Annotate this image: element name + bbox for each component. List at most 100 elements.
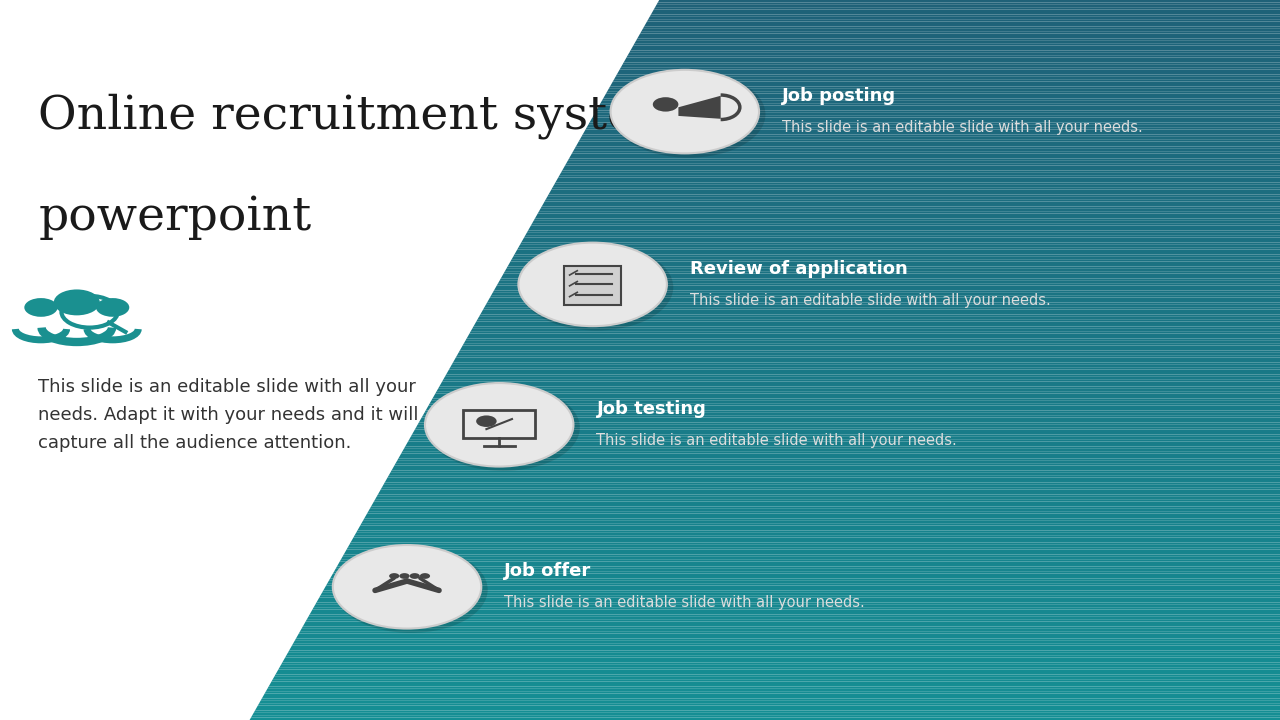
Polygon shape	[324, 588, 1280, 590]
Polygon shape	[509, 261, 1280, 264]
Polygon shape	[623, 60, 1280, 63]
Polygon shape	[612, 81, 1280, 84]
Circle shape	[96, 298, 129, 317]
Polygon shape	[518, 245, 1280, 247]
Polygon shape	[481, 310, 1280, 312]
Polygon shape	[625, 58, 1280, 60]
Polygon shape	[364, 518, 1280, 521]
Polygon shape	[632, 45, 1280, 48]
Polygon shape	[415, 427, 1280, 430]
Polygon shape	[550, 189, 1280, 192]
Polygon shape	[468, 333, 1280, 336]
Polygon shape	[558, 175, 1280, 178]
Polygon shape	[507, 266, 1280, 269]
Polygon shape	[517, 247, 1280, 250]
Polygon shape	[407, 441, 1280, 444]
Polygon shape	[298, 631, 1280, 634]
Polygon shape	[360, 523, 1280, 526]
Polygon shape	[596, 108, 1280, 110]
Polygon shape	[525, 233, 1280, 235]
Polygon shape	[618, 70, 1280, 72]
Polygon shape	[553, 185, 1280, 187]
Polygon shape	[372, 502, 1280, 504]
Polygon shape	[284, 657, 1280, 660]
Polygon shape	[456, 355, 1280, 358]
Polygon shape	[611, 84, 1280, 86]
Polygon shape	[270, 682, 1280, 684]
Polygon shape	[476, 319, 1280, 322]
Polygon shape	[255, 708, 1280, 711]
Polygon shape	[654, 7, 1280, 9]
Polygon shape	[366, 513, 1280, 516]
Polygon shape	[529, 228, 1280, 230]
Polygon shape	[460, 348, 1280, 351]
Polygon shape	[358, 526, 1280, 528]
Polygon shape	[488, 300, 1280, 302]
Polygon shape	[577, 142, 1280, 144]
Polygon shape	[640, 31, 1280, 34]
Polygon shape	[251, 715, 1280, 718]
Polygon shape	[278, 667, 1280, 670]
Polygon shape	[436, 389, 1280, 391]
Polygon shape	[458, 351, 1280, 353]
Circle shape	[653, 97, 678, 112]
Text: This slide is an editable slide with all your needs.: This slide is an editable slide with all…	[596, 433, 957, 448]
Text: Online recruitment system: Online recruitment system	[38, 94, 680, 140]
Polygon shape	[522, 238, 1280, 240]
Polygon shape	[453, 360, 1280, 362]
Polygon shape	[500, 276, 1280, 279]
Polygon shape	[256, 706, 1280, 708]
Polygon shape	[388, 475, 1280, 477]
Polygon shape	[396, 461, 1280, 463]
Polygon shape	[275, 672, 1280, 675]
Polygon shape	[339, 559, 1280, 562]
Polygon shape	[347, 547, 1280, 549]
Polygon shape	[429, 403, 1280, 405]
Polygon shape	[330, 576, 1280, 578]
Polygon shape	[513, 254, 1280, 257]
Polygon shape	[300, 629, 1280, 631]
Text: This slide is an editable slide with all your
needs. Adapt it with your needs an: This slide is an editable slide with all…	[38, 378, 419, 451]
Polygon shape	[374, 499, 1280, 502]
Polygon shape	[408, 439, 1280, 441]
Polygon shape	[585, 127, 1280, 130]
Polygon shape	[548, 194, 1280, 197]
Text: Job posting: Job posting	[782, 86, 896, 104]
Polygon shape	[594, 113, 1280, 115]
Polygon shape	[658, 0, 1280, 2]
Polygon shape	[508, 264, 1280, 266]
Polygon shape	[379, 490, 1280, 492]
Polygon shape	[343, 554, 1280, 557]
Polygon shape	[398, 456, 1280, 459]
Polygon shape	[287, 653, 1280, 655]
Polygon shape	[397, 459, 1280, 461]
Polygon shape	[534, 218, 1280, 221]
Polygon shape	[419, 420, 1280, 423]
Polygon shape	[271, 679, 1280, 682]
Polygon shape	[639, 34, 1280, 36]
Polygon shape	[541, 204, 1280, 207]
Polygon shape	[575, 146, 1280, 149]
Polygon shape	[430, 401, 1280, 403]
Polygon shape	[421, 415, 1280, 418]
Polygon shape	[417, 423, 1280, 425]
Polygon shape	[589, 122, 1280, 125]
Polygon shape	[390, 470, 1280, 473]
Polygon shape	[428, 405, 1280, 408]
Polygon shape	[297, 634, 1280, 636]
Polygon shape	[524, 235, 1280, 238]
Polygon shape	[289, 648, 1280, 650]
Polygon shape	[449, 367, 1280, 369]
Polygon shape	[378, 492, 1280, 495]
Polygon shape	[250, 718, 1280, 720]
Polygon shape	[614, 77, 1280, 79]
Polygon shape	[262, 696, 1280, 698]
Polygon shape	[635, 41, 1280, 43]
Polygon shape	[438, 387, 1280, 389]
Polygon shape	[484, 305, 1280, 307]
Polygon shape	[530, 225, 1280, 228]
Polygon shape	[387, 477, 1280, 480]
Polygon shape	[602, 99, 1280, 101]
Polygon shape	[609, 86, 1280, 89]
Polygon shape	[552, 187, 1280, 189]
